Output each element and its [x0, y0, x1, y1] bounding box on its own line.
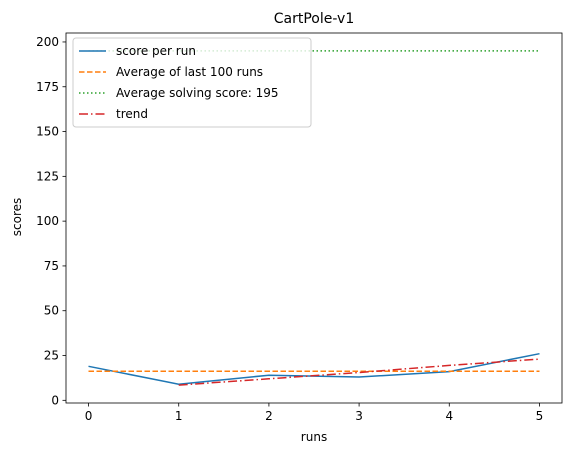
y-axis-label: scores [10, 198, 24, 237]
series-line-3 [178, 358, 540, 386]
y-tick-label: 0 [51, 393, 59, 407]
y-tick-label: 50 [44, 304, 59, 318]
x-tick-label: 3 [355, 409, 363, 423]
x-tick-label: 2 [265, 409, 273, 423]
legend: score per run Average of last 100 runs Ave… [72, 37, 312, 128]
legend-box [72, 37, 312, 128]
legend-label-2: Average solving score: 195 [116, 86, 279, 100]
legend-label-0: score per run [116, 44, 196, 58]
legend-label-1: Average of last 100 runs [116, 65, 263, 79]
y-tick-label: 150 [36, 125, 59, 139]
y-tick-label: 125 [36, 169, 59, 183]
y-tick-label: 200 [36, 35, 59, 49]
x-axis-label: runs [301, 430, 327, 444]
x-tick-label: 1 [175, 409, 183, 423]
chart-title: CartPole-v1 [274, 11, 354, 27]
plot-frame [65, 32, 563, 404]
y-tick-label: 75 [44, 259, 59, 273]
x-tick-label: 4 [445, 409, 453, 423]
y-tick-label: 25 [44, 349, 59, 363]
y-tick-label: 175 [36, 80, 59, 94]
y-tick-label: 100 [36, 214, 59, 228]
series-line-0 [88, 352, 540, 385]
x-tick-label: 5 [536, 409, 544, 423]
x-tick-label: 0 [85, 409, 93, 423]
legend-label-3: trend [116, 107, 148, 121]
